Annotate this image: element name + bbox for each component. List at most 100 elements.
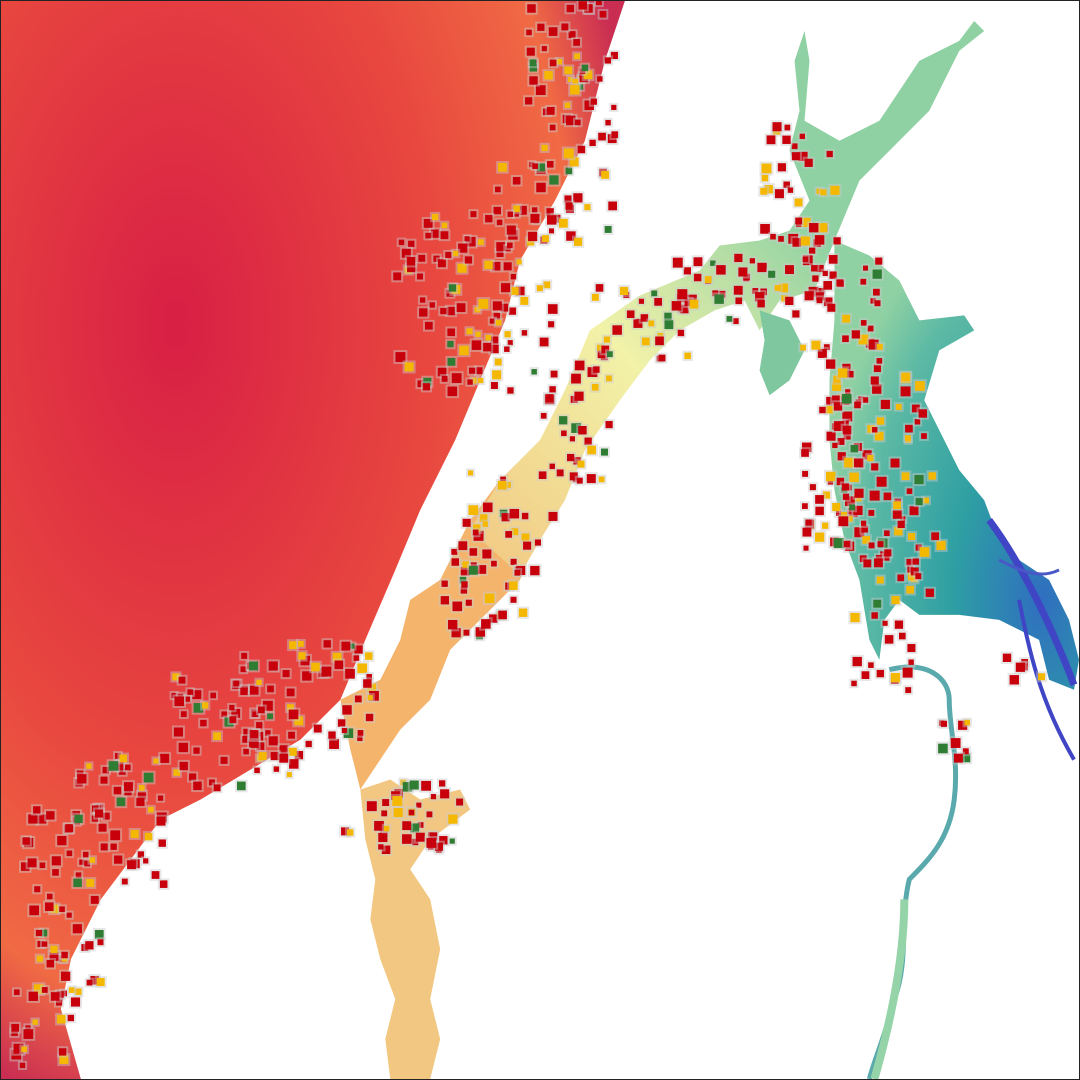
building-marker xyxy=(570,395,578,403)
building-marker xyxy=(900,386,911,397)
building-marker xyxy=(901,472,910,481)
building-marker xyxy=(507,340,513,346)
building-marker xyxy=(655,336,664,346)
building-marker xyxy=(240,687,248,695)
building-marker xyxy=(905,687,912,694)
building-marker xyxy=(116,797,126,807)
building-marker xyxy=(410,823,420,833)
building-marker xyxy=(915,544,922,551)
building-marker xyxy=(202,702,209,709)
building-marker xyxy=(378,832,388,843)
building-marker xyxy=(46,893,53,900)
building-marker xyxy=(552,214,561,223)
building-marker xyxy=(841,393,852,404)
building-marker xyxy=(908,533,916,541)
building-marker xyxy=(587,445,596,455)
building-marker xyxy=(812,275,819,282)
building-marker xyxy=(573,237,583,246)
building-marker xyxy=(297,640,304,647)
building-marker xyxy=(894,620,904,629)
building-marker xyxy=(151,871,160,879)
building-marker xyxy=(874,300,881,307)
building-marker xyxy=(96,978,105,987)
building-marker xyxy=(928,472,936,480)
building-marker xyxy=(231,708,241,718)
building-marker xyxy=(504,482,511,488)
building-marker xyxy=(193,747,200,754)
building-marker xyxy=(490,336,499,345)
sea-region xyxy=(1,1,625,1079)
building-marker xyxy=(504,331,511,338)
building-marker xyxy=(256,679,262,686)
building-marker xyxy=(534,539,542,546)
building-marker xyxy=(564,66,573,75)
building-marker xyxy=(507,242,513,249)
building-marker xyxy=(21,862,30,871)
building-marker xyxy=(876,343,883,350)
building-marker xyxy=(528,231,538,242)
building-marker xyxy=(357,663,368,674)
building-marker xyxy=(785,296,794,306)
main-estuary xyxy=(470,20,985,575)
building-marker xyxy=(577,460,585,468)
building-marker xyxy=(236,781,246,791)
building-marker xyxy=(328,731,336,739)
building-marker xyxy=(127,860,136,870)
building-marker xyxy=(905,424,913,433)
building-marker xyxy=(884,549,892,557)
building-marker xyxy=(815,495,824,504)
building-marker xyxy=(862,450,872,460)
building-marker xyxy=(11,1049,22,1060)
building-marker xyxy=(243,728,252,738)
building-marker xyxy=(792,238,802,247)
building-marker xyxy=(374,820,384,831)
building-marker xyxy=(809,223,819,233)
building-marker xyxy=(591,383,599,391)
building-marker xyxy=(862,265,869,271)
building-marker xyxy=(549,386,556,393)
building-marker xyxy=(537,23,545,31)
building-marker xyxy=(429,832,438,841)
building-marker xyxy=(799,133,805,140)
building-marker xyxy=(224,717,234,727)
building-marker xyxy=(593,366,600,373)
building-marker xyxy=(791,143,798,150)
building-marker xyxy=(369,690,379,701)
building-marker xyxy=(110,843,117,850)
building-marker xyxy=(568,31,576,39)
building-marker xyxy=(862,397,869,403)
building-marker xyxy=(597,76,603,82)
building-marker xyxy=(313,724,322,733)
building-marker xyxy=(510,558,517,565)
building-marker xyxy=(343,728,354,738)
building-marker xyxy=(1015,662,1025,672)
building-marker xyxy=(849,472,859,483)
building-marker xyxy=(521,533,530,542)
building-marker xyxy=(496,242,506,251)
building-marker xyxy=(86,979,93,986)
building-marker xyxy=(426,838,437,848)
building-marker xyxy=(782,135,791,144)
building-marker xyxy=(366,674,372,680)
building-marker xyxy=(192,690,202,700)
building-marker xyxy=(288,747,297,756)
building-marker xyxy=(854,527,865,538)
building-marker xyxy=(510,273,517,280)
building-marker xyxy=(704,276,712,283)
building-marker xyxy=(915,381,925,391)
building-marker xyxy=(392,796,403,806)
building-marker xyxy=(258,706,265,714)
building-marker xyxy=(854,458,863,468)
building-marker xyxy=(417,822,424,828)
building-marker xyxy=(143,858,149,864)
building-marker xyxy=(574,391,584,401)
building-marker xyxy=(81,944,89,951)
building-marker xyxy=(50,945,58,954)
building-marker xyxy=(430,793,437,800)
building-marker xyxy=(475,331,481,337)
building-marker xyxy=(873,599,882,608)
building-marker xyxy=(548,511,558,521)
building-marker xyxy=(567,76,574,82)
